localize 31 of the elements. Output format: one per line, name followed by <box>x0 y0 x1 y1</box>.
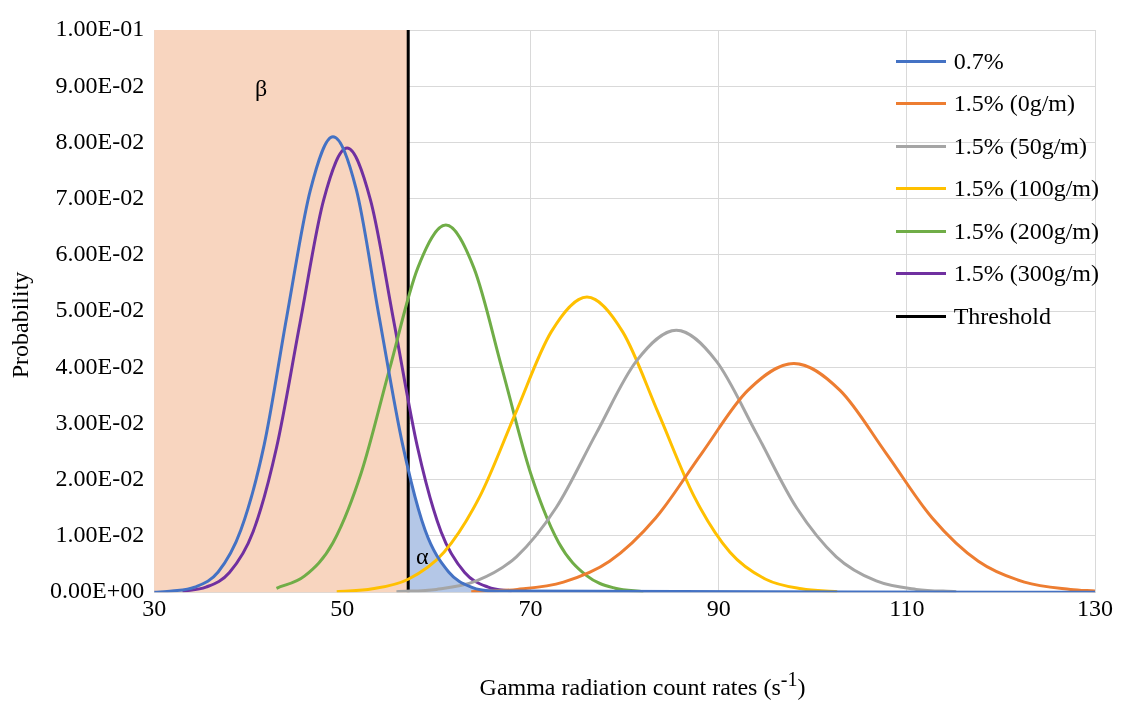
y-tick-label: 9.00E-02 <box>55 71 145 98</box>
legend-label: 0.7% <box>953 47 1004 75</box>
y-tick-label: 1.00E-02 <box>55 521 145 548</box>
y-tick-label: 8.00E-02 <box>55 127 145 154</box>
y-tick-label: 5.00E-02 <box>55 296 145 323</box>
y-tick-label: 1.00E-01 <box>55 15 145 42</box>
x-tick-label: 90 <box>706 594 731 621</box>
x-tick-label: 110 <box>889 594 925 621</box>
y-tick-label: 2.00E-02 <box>55 465 145 492</box>
legend-label: 1.5% (50g/m) <box>953 132 1087 160</box>
legend-label: 1.5% (300g/m) <box>953 260 1099 288</box>
legend-label: Threshold <box>953 302 1051 330</box>
x-tick-label: 30 <box>142 594 167 621</box>
x-tick-label: 70 <box>518 594 543 621</box>
y-tick-label: 0.00E+00 <box>49 577 145 604</box>
x-axis-title: Gamma radiation count rates (s$^{-1}$) <box>478 668 807 701</box>
legend-label: 1.5% (0g/m) <box>953 90 1075 118</box>
x-tick-label: 50 <box>330 594 355 621</box>
annotation: α <box>416 543 430 570</box>
line-series <box>469 361 1095 593</box>
y-tick-label: 7.00E-02 <box>55 183 145 210</box>
y-tick-label: 6.00E-02 <box>55 240 145 267</box>
legend-label: 1.5% (100g/m) <box>953 175 1099 203</box>
y-axis-title: Probability <box>6 271 34 379</box>
y-tick-label: 4.00E-02 <box>55 352 145 379</box>
band-label: β <box>255 75 268 102</box>
y-tick-label: 3.00E-02 <box>55 408 145 435</box>
x-tick-label: 130 <box>1077 594 1113 621</box>
legend-label: 1.5% (200g/m) <box>953 217 1099 245</box>
line-series <box>335 295 839 593</box>
line-series <box>394 328 958 593</box>
